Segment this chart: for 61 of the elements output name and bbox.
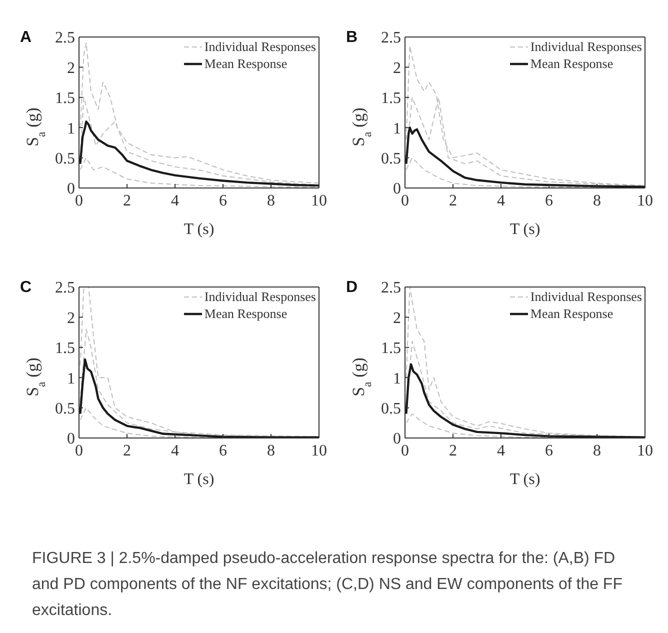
y-tick-label: 1 [67,370,75,388]
legend-label: Mean Response [530,305,614,322]
legend-label: Mean Response [204,305,288,322]
y-tick-label: 1 [67,120,75,138]
y-tick-label: 2 [393,310,401,327]
y-tick-label: 2.5 [381,30,401,47]
x-tick-label: 6 [219,442,227,460]
y-tick-label: 0.5 [55,400,75,418]
y-tick-label: 0.5 [55,150,75,168]
y-tick-label: 2.5 [55,280,75,297]
caption: FIGURE 3 | 2.5%-damped pseudo-acceleration response spectra for the: (A,B) FD and PD components of the NF excitations; (C,D) NS and EW components of the FF excitations. [32,549,624,621]
x-tick-label: 10 [311,192,327,210]
y-tick-label: 0 [67,430,75,448]
x-tick-label: 10 [637,442,653,460]
y-tick-label: 1 [393,120,401,138]
legend-label: Individual Responses [530,288,642,305]
x-axis-title: T (s) [510,221,540,238]
y-tick-label: 1.5 [381,90,401,108]
x-tick-label: 4 [171,442,179,460]
x-tick-label: 2 [123,442,131,460]
y-tick-label: 0 [67,180,75,198]
chart-title: A [20,29,32,46]
x-tick-label: 8 [593,192,601,210]
x-tick-label: 4 [497,442,505,460]
y-tick-label: 1.5 [55,340,75,358]
legend-label: Individual Responses [204,38,316,55]
legend-label: Mean Response [530,55,614,72]
x-tick-label: 6 [545,442,553,460]
y-tick-label: 1.5 [55,90,75,108]
x-tick-label: 8 [593,442,601,460]
x-tick-label: 10 [637,192,653,210]
chart-title: D [346,279,358,296]
y-tick-label: 2.5 [381,280,401,297]
y-tick-label: 0.5 [381,150,401,168]
y-tick-label: 2 [67,60,75,77]
y-tick-label: 0.5 [381,400,401,418]
chart-title: B [346,29,358,46]
x-tick-label: 8 [267,192,275,210]
x-tick-label: 4 [497,192,505,210]
x-tick-label: 2 [123,192,131,210]
x-axis-title: T (s) [184,221,214,238]
y-tick-label: 1.5 [381,340,401,358]
x-axis-title: T (s) [184,471,214,488]
x-tick-label: 4 [171,192,179,210]
x-tick-label: 6 [545,192,553,210]
legend-label: Individual Responses [204,288,316,305]
y-tick-label: 0 [393,180,401,198]
x-tick-label: 8 [267,442,275,460]
y-tick-label: 1 [393,370,401,388]
y-tick-label: 0 [393,430,401,448]
y-tick-label: 2.5 [55,30,75,47]
y-tick-label: 2 [67,310,75,327]
x-axis-title: T (s) [510,471,540,488]
y-tick-label: 2 [393,60,401,77]
chart-title: C [20,279,32,296]
x-tick-label: 10 [311,442,327,460]
x-tick-label: 2 [449,192,457,210]
legend-label: Individual Responses [530,38,642,55]
x-tick-label: 6 [219,192,227,210]
x-tick-label: 2 [449,442,457,460]
legend-label: Mean Response [204,55,288,72]
